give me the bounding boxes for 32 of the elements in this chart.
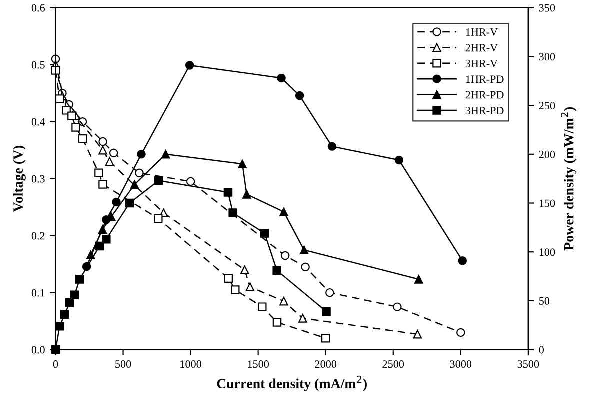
y2-tick-label: 150 bbox=[540, 200, 556, 208]
x-axis-title: Current density (mA/m$^{2}$) bbox=[217, 376, 367, 392]
x-tick-label: 1000 bbox=[180, 360, 202, 368]
x-tick-label: 3500 bbox=[518, 360, 540, 368]
legend-label: 1HR-V bbox=[466, 28, 498, 36]
y-tick-label: 0.2 bbox=[32, 232, 45, 240]
y-tick-label: 0.0 bbox=[32, 346, 45, 354]
legend-label: 3HR-PD bbox=[466, 107, 504, 114]
y2-tick-label: 200 bbox=[539, 150, 556, 158]
y2-tick-label: 0 bbox=[539, 346, 544, 354]
y2-tick-label: 300 bbox=[539, 53, 556, 61]
y2-tick-label: 100 bbox=[540, 248, 556, 256]
legend-label: 2HR-PD bbox=[466, 91, 504, 99]
x-tick-label: 2500 bbox=[382, 360, 404, 368]
legend-label: 1HR-PD bbox=[466, 76, 504, 84]
x-tick-label: 500 bbox=[116, 360, 132, 368]
y-tick-label: 0.5 bbox=[32, 61, 45, 69]
y2-axis-title: Power density (mW/m$^{2}$) bbox=[561, 107, 577, 251]
y-axis-title: Voltage (V) bbox=[13, 146, 26, 212]
legend-label: 2HR-V bbox=[466, 44, 498, 52]
y-tick-label: 0.6 bbox=[32, 4, 46, 12]
y-tick-label: 0.1 bbox=[32, 289, 45, 297]
x-tick-label: 3000 bbox=[450, 360, 472, 368]
y-tick-label: 0.4 bbox=[32, 118, 46, 126]
y-tick-label: 0.3 bbox=[32, 175, 45, 183]
x-tick-label: 2000 bbox=[315, 360, 337, 368]
x-tick-label: 0 bbox=[53, 360, 58, 368]
x-tick-label: 1500 bbox=[248, 360, 270, 368]
legend-label: 3HR-V bbox=[466, 60, 498, 68]
y2-tick-label: 250 bbox=[539, 102, 556, 110]
y2-tick-label: 350 bbox=[539, 4, 556, 12]
y2-tick-label: 50 bbox=[539, 297, 550, 305]
